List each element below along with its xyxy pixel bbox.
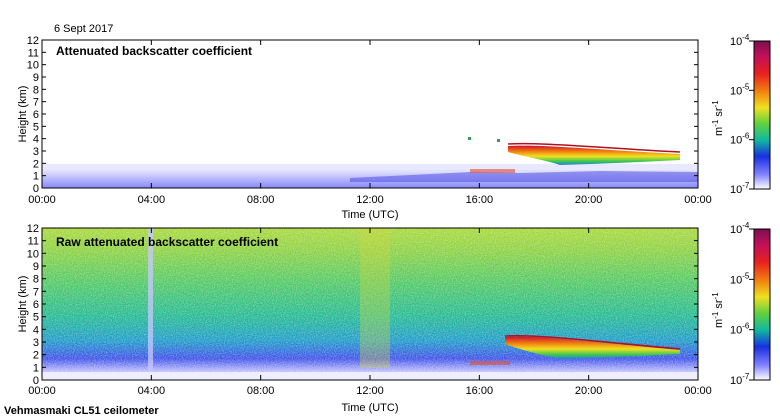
x-tick-label: 20:00 <box>575 194 603 206</box>
echo-point-a <box>468 137 471 140</box>
y-tick-label: 5 <box>33 312 39 324</box>
colorbar-tick-label: 10-5 <box>730 82 750 97</box>
y-axis-label-2: Height (km) <box>17 276 29 333</box>
y-tick-label: 6 <box>33 109 39 121</box>
y-tick-label: 1 <box>33 171 39 183</box>
y-tick-label: 4 <box>33 324 39 336</box>
y-tick-label: 0 <box>33 375 39 387</box>
footer-label: Vehmasmaki CL51 ceilometer <box>4 405 159 417</box>
colorbar-1: m-1 sr-1 10-4 10-5 10-6 10-7 <box>711 33 771 196</box>
y-tick-label: 10 <box>27 248 39 260</box>
panel-title-2: Raw attenuated backscatter coefficient <box>56 235 278 249</box>
x-tick-label: 00:00 <box>28 385 56 397</box>
y-tick-label: 2 <box>33 350 39 362</box>
y-tick-label: 4 <box>33 134 39 146</box>
x-tick-label: 16:00 <box>466 194 494 206</box>
y-tick-label: 1 <box>33 362 39 374</box>
x-tick-label: 08:00 <box>247 385 275 397</box>
echo-point-b <box>497 139 500 142</box>
artifact-stripe-0400 <box>148 228 153 380</box>
x-tick-label: 04:00 <box>138 385 166 397</box>
elevated-layer-1 <box>508 145 680 165</box>
x-ticks-1: 00:00 04:00 08:00 12:00 16:00 20:00 00:00 <box>28 40 712 206</box>
y-tick-label: 7 <box>33 286 39 298</box>
x-tick-label: 04:00 <box>138 194 166 206</box>
colorbar-tick-label: 10-4 <box>730 221 750 236</box>
layer-top-edge-2 <box>504 334 681 350</box>
elevated-layer-2 <box>505 336 680 359</box>
y-tick-label: 10 <box>27 60 39 72</box>
colorbar-ramp-2 <box>753 228 771 381</box>
y-tick-label: 7 <box>33 97 39 109</box>
y-tick-label: 8 <box>33 84 39 96</box>
x-axis-label-1: Time (UTC) <box>341 209 398 221</box>
colorbar-unit-1: m-1 sr-1 <box>711 100 725 136</box>
y-tick-label: 0 <box>33 183 39 195</box>
y-tick-label: 6 <box>33 299 39 311</box>
boundary-layer-top-1 <box>42 164 698 171</box>
y-tick-label: 3 <box>33 337 39 349</box>
colorbar-tick-label: 10-7 <box>730 372 750 387</box>
y-tick-label: 11 <box>28 236 39 248</box>
date-label: 6 Sept 2017 <box>54 23 113 35</box>
x-tick-label: 00:00 <box>684 194 712 206</box>
panel-title-1: Attenuated backscatter coefficient <box>56 44 252 58</box>
y-tick-label: 9 <box>33 72 39 84</box>
colorbar-tick-label: 10-7 <box>730 181 750 196</box>
x-ticks-2: 00:00 04:00 08:00 12:00 16:00 20:00 00:00 <box>28 228 712 397</box>
y-tick-label: 11 <box>28 47 39 59</box>
x-tick-label: 12:00 <box>356 385 384 397</box>
near-surface-signal-1 <box>350 171 698 182</box>
low-echo-1 <box>470 169 515 173</box>
low-echo-2 <box>470 361 510 365</box>
y-tick-label: 9 <box>33 261 39 273</box>
y-tick-label: 3 <box>33 146 39 158</box>
layer-top-edge-1 <box>507 142 681 153</box>
x-tick-label: 16:00 <box>466 385 494 397</box>
x-axis-label-2: Time (UTC) <box>341 402 398 414</box>
x-tick-label: 20:00 <box>575 385 603 397</box>
x-tick-label: 08:00 <box>247 194 275 206</box>
y-axis-label-1: Height (km) <box>17 86 29 143</box>
y-tick-label: 2 <box>33 158 39 170</box>
x-tick-label: 12:00 <box>356 194 384 206</box>
y-tick-label: 5 <box>33 121 39 133</box>
x-tick-label: 00:00 <box>684 385 712 397</box>
colorbar-tick-label: 10-6 <box>730 322 750 337</box>
colorbar-ramp-1 <box>753 40 771 190</box>
noise-stripe-1200 <box>360 228 390 368</box>
x-tick-label: 00:00 <box>28 194 56 206</box>
colorbar-tick-label: 10-4 <box>730 33 750 48</box>
colorbar-unit-2: m-1 sr-1 <box>711 292 725 328</box>
y-tick-label: 12 <box>27 223 39 235</box>
colorbar-tick-label: 10-5 <box>730 271 750 286</box>
colorbar-tick-label: 10-6 <box>730 132 750 147</box>
colorbar-2: m-1 sr-1 10-4 10-5 10-6 10-7 <box>711 221 771 387</box>
y-tick-label: 12 <box>27 35 39 47</box>
y-tick-label: 8 <box>33 274 39 286</box>
